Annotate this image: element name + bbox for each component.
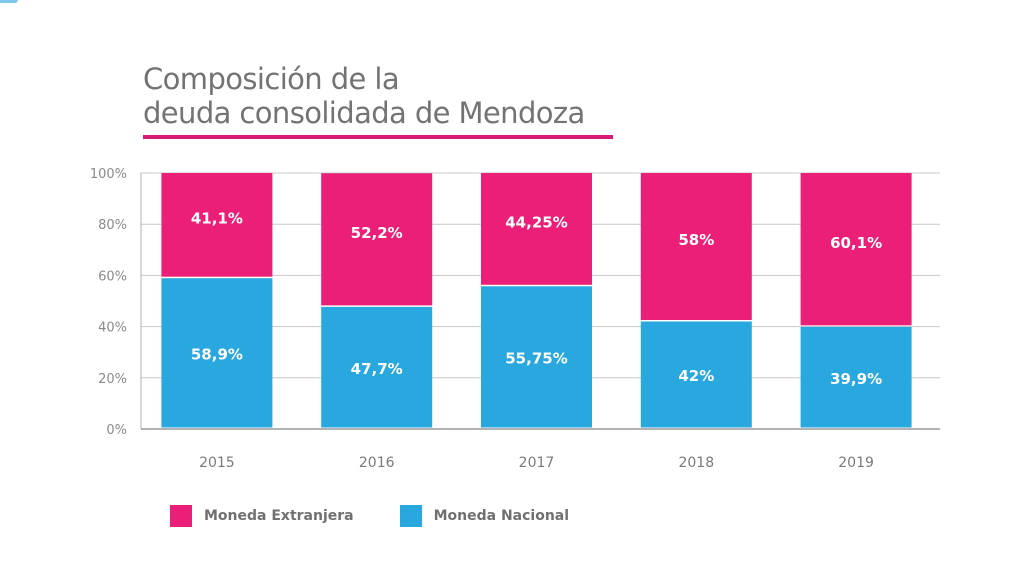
bar-moneda-nacional-2018 xyxy=(640,321,752,428)
legend-swatch-moneda-extranjera xyxy=(170,505,192,527)
x-tick-label: 2016 xyxy=(359,455,395,471)
data-label-moneda-nacional: 39,9% xyxy=(830,370,882,388)
legend-item-moneda-extranjera: Moneda Extranjera xyxy=(170,505,354,527)
x-tick-label: 2017 xyxy=(519,455,555,471)
bar-moneda-extranjera-2017 xyxy=(481,173,592,285)
data-labels: 58,9% 41,1% 47,7% 52,2% 55,75% 44,25% 42% 58% 39… xyxy=(191,210,882,388)
data-label-moneda-extranjera: 41,1% xyxy=(191,210,243,228)
y-tick-label: 0% xyxy=(106,423,127,438)
x-tick-label: 2015 xyxy=(199,455,235,471)
bar-moneda-extranjera-2015 xyxy=(161,173,273,277)
bar-moneda-nacional-2017 xyxy=(481,286,592,428)
corner-decoration xyxy=(0,0,18,3)
x-tick-label: 2018 xyxy=(678,455,714,471)
chart-title-line-2: deuda consolidada de Mendoza xyxy=(143,96,585,130)
legend: Moneda Extranjera Moneda Nacional xyxy=(170,505,615,527)
axes xyxy=(140,173,940,430)
x-tick-labels: 2015 2016 2017 2018 2019 xyxy=(199,455,874,471)
x-tick-label: 2019 xyxy=(838,455,874,471)
bar-moneda-extranjera-2016 xyxy=(321,173,433,306)
data-label-moneda-extranjera: 44,25% xyxy=(505,214,567,232)
data-label-moneda-extranjera: 58% xyxy=(678,231,714,249)
y-tick-label: 60% xyxy=(98,269,127,284)
legend-item-moneda-nacional: Moneda Nacional xyxy=(399,505,570,527)
bar-moneda-nacional-2019 xyxy=(800,326,912,428)
title-underline xyxy=(143,135,613,139)
bar-moneda-nacional-2016 xyxy=(321,306,433,428)
legend-label-moneda-nacional: Moneda Nacional xyxy=(433,508,570,524)
y-tick-label: 20% xyxy=(98,372,127,387)
y-tick-labels: 0% 20% 40% 60% 80% 100% xyxy=(90,167,127,438)
bar-moneda-nacional-2015 xyxy=(161,278,273,428)
data-label-moneda-nacional: 42% xyxy=(678,367,714,385)
legend-label-moneda-extranjera: Moneda Extranjera xyxy=(204,508,354,524)
bars xyxy=(161,173,912,428)
y-tick-label: 40% xyxy=(98,321,127,336)
data-label-moneda-extranjera: 60,1% xyxy=(830,234,882,252)
data-label-moneda-extranjera: 52,2% xyxy=(351,224,403,242)
chart-title: Composición de la deuda consolidada de M… xyxy=(143,62,585,130)
bar-moneda-extranjera-2018 xyxy=(640,173,752,320)
bar-moneda-extranjera-2019 xyxy=(800,173,912,326)
chart-title-line-1: Composición de la xyxy=(143,62,400,96)
legend-swatch-moneda-nacional xyxy=(399,505,422,527)
y-tick-label: 80% xyxy=(98,218,127,233)
data-label-moneda-nacional: 55,75% xyxy=(505,350,567,368)
y-tick-label: 100% xyxy=(90,167,127,182)
data-label-moneda-nacional: 47,7% xyxy=(351,360,403,378)
data-label-moneda-nacional: 58,9% xyxy=(191,346,243,364)
